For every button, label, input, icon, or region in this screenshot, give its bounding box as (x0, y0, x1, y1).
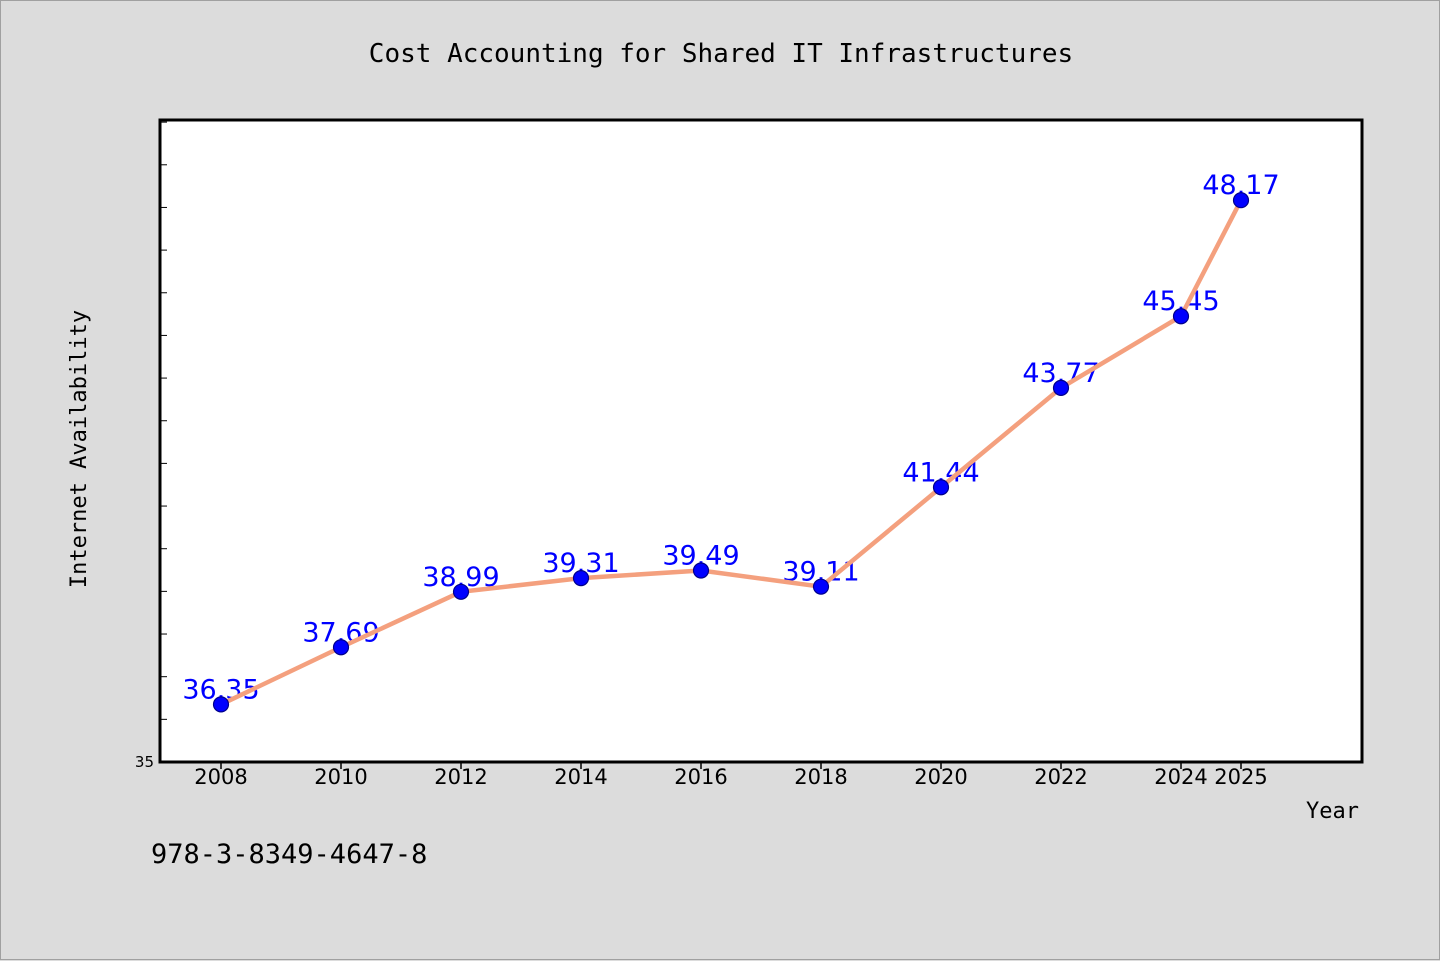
series-line (218, 197, 1244, 707)
chart-title: Cost Accounting for Shared IT Infrastruc… (369, 39, 1073, 69)
data-point (692, 562, 710, 579)
x-tick-label: 2025 (1214, 765, 1267, 789)
x-tick-label: 2016 (674, 765, 727, 789)
x-tick-label: 2010 (314, 765, 367, 789)
x-tick-label: 2012 (434, 765, 487, 789)
plot-area (158, 118, 1364, 764)
x-tick-label: 2008 (194, 765, 247, 789)
data-point (452, 583, 470, 600)
x-tick-label: 2020 (914, 765, 967, 789)
data-point (932, 479, 950, 496)
data-point (572, 570, 590, 587)
y-tick-label: 35 (135, 753, 154, 771)
data-point (332, 639, 350, 656)
x-tick-label: 2022 (1034, 765, 1087, 789)
x-axis-label: Year (1306, 799, 1359, 824)
x-tick-label: 2014 (554, 765, 607, 789)
isbn-footer: 978-3-8349-4647-8 (151, 839, 427, 870)
y-axis-label: Internet Availability (67, 310, 92, 588)
data-point (812, 578, 830, 595)
x-tick-label: 2024 (1154, 765, 1207, 789)
data-point (1052, 379, 1070, 396)
y-axis-ticks: 35 (135, 121, 167, 771)
data-point (1172, 308, 1190, 325)
data-point (212, 696, 230, 713)
data-point (1232, 192, 1250, 209)
x-axis-ticks: 2008 2010 2012 2014 2016 2018 2020 2022 2024 2025 (194, 762, 1268, 789)
series-layer (212, 192, 1250, 713)
x-tick-label: 2018 (794, 765, 847, 789)
